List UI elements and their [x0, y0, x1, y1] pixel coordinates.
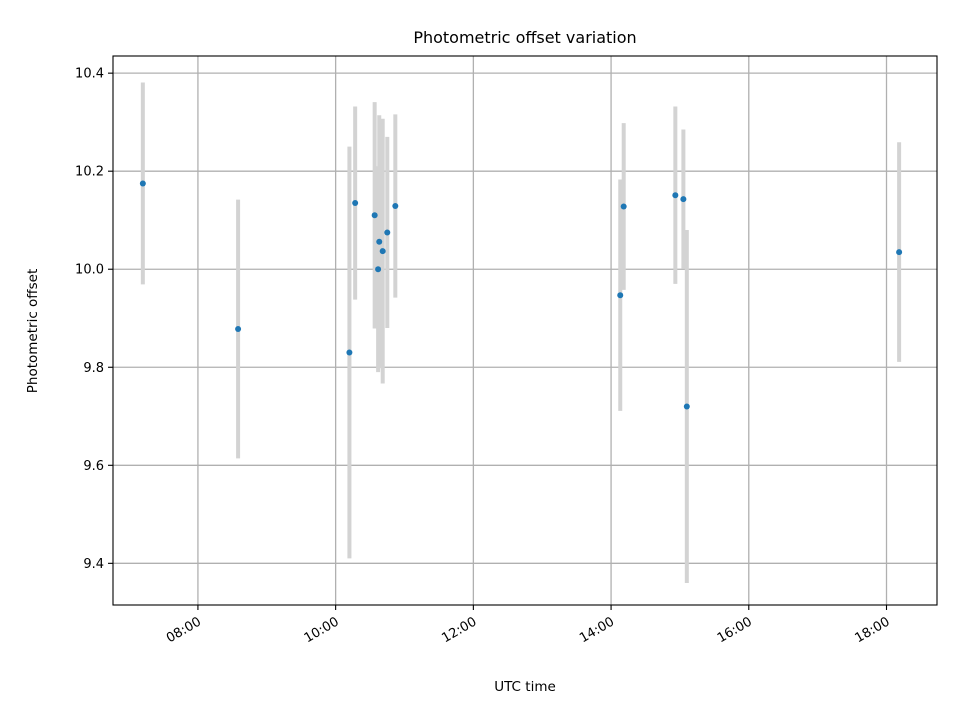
data-point: [672, 192, 679, 199]
data-point: [896, 249, 903, 256]
plot-frame: [112, 55, 938, 606]
chart-title: Photometric offset variation: [413, 28, 636, 47]
grid: [113, 56, 937, 605]
data-point: [346, 349, 353, 356]
y-tick-label: 9.8: [83, 361, 104, 376]
data-point: [620, 203, 627, 210]
data-point: [392, 202, 399, 209]
x-axis-label: UTC time: [494, 679, 556, 695]
y-tick-label: 10.2: [75, 165, 104, 180]
data-point: [139, 180, 146, 187]
y-axis-label: Photometric offset: [25, 269, 41, 393]
y-tick-label: 10.4: [75, 67, 104, 82]
data-point: [683, 403, 690, 410]
y-tick-label: 10.0: [75, 263, 104, 278]
data-points: [139, 180, 903, 410]
data-point: [235, 326, 242, 333]
data-point: [371, 212, 378, 219]
data-point: [375, 266, 382, 273]
data-point: [379, 248, 386, 255]
data-point: [376, 238, 383, 245]
y-tick-label: 9.6: [83, 459, 104, 474]
data-point: [384, 229, 391, 236]
y-tick-label: 9.4: [83, 557, 104, 572]
data-point: [352, 200, 359, 207]
data-point: [680, 196, 687, 203]
data-point: [617, 292, 624, 299]
